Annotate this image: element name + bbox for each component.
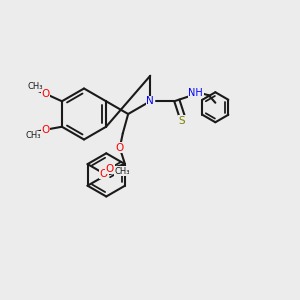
Text: O: O — [41, 89, 50, 99]
Text: CH₃: CH₃ — [25, 131, 40, 140]
Text: S: S — [179, 116, 185, 126]
Text: CH₃: CH₃ — [27, 82, 43, 91]
Text: O: O — [106, 164, 114, 174]
Text: O: O — [41, 125, 50, 135]
Text: NH: NH — [188, 88, 203, 98]
Text: CH₃: CH₃ — [115, 167, 130, 176]
Text: N: N — [146, 96, 154, 106]
Text: O: O — [116, 143, 124, 153]
Text: O: O — [100, 169, 108, 179]
